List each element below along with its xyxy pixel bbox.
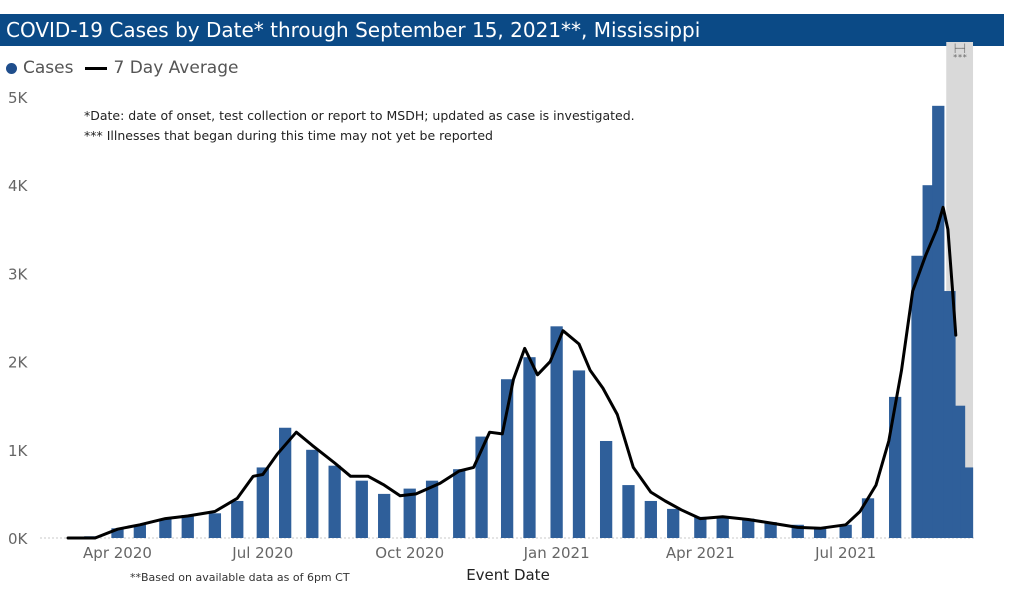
case-bar xyxy=(181,515,194,538)
average-legend-line-icon xyxy=(85,66,108,70)
data-footnote: **Based on available data as of 6pm CT xyxy=(130,571,350,584)
x-tick-label: Jan 2021 xyxy=(523,544,590,562)
x-tick-label: Jul 2021 xyxy=(814,544,876,562)
y-tick-label: 5K xyxy=(8,89,29,107)
case-bar xyxy=(378,493,391,538)
case-bar xyxy=(355,480,368,538)
case-bar xyxy=(960,467,974,538)
average-legend-label: 7 Day Average xyxy=(113,58,239,78)
case-bar xyxy=(599,440,613,538)
case-bar xyxy=(550,326,563,538)
seven-day-average-line xyxy=(66,205,958,540)
y-tick-label: 0K xyxy=(8,530,29,548)
case-bar xyxy=(764,522,777,538)
case-bar xyxy=(133,524,146,538)
case-bar xyxy=(861,498,875,538)
case-bar xyxy=(813,528,827,538)
case-bar xyxy=(622,485,635,538)
case-bar xyxy=(839,524,852,538)
case-bar xyxy=(475,436,488,538)
case-bar xyxy=(231,500,244,538)
y-tick-label: 2K xyxy=(8,354,29,372)
case-bar xyxy=(932,105,945,538)
cases-legend-label: Cases xyxy=(23,58,74,78)
x-tick-label: Jul 2020 xyxy=(231,544,293,562)
x-axis-title: Event Date xyxy=(466,566,550,584)
y-tick-label: 1K xyxy=(8,442,29,460)
case-bar xyxy=(889,396,902,538)
cases-legend-dot-icon xyxy=(6,62,17,74)
recent-period-marker: ├─┤ *** xyxy=(950,44,970,62)
y-tick-label: 3K xyxy=(8,265,29,283)
chart-title: COVID-19 Cases by Date* through Septembe… xyxy=(0,14,1004,46)
case-bar xyxy=(306,449,319,538)
case-bar xyxy=(453,469,466,538)
case-bar xyxy=(425,480,439,538)
y-tick-label: 4K xyxy=(8,177,29,195)
case-bar xyxy=(716,516,729,538)
case-bar xyxy=(742,518,755,538)
note-date-definition: *Date: date of onset, test collection or… xyxy=(84,108,635,123)
case-bar xyxy=(328,465,341,538)
case-bar xyxy=(208,513,222,538)
case-bar xyxy=(943,291,956,538)
x-tick-label: Apr 2020 xyxy=(83,544,152,562)
case-bar xyxy=(256,467,269,538)
case-bar xyxy=(911,255,924,538)
case-bar xyxy=(159,518,172,538)
case-bar xyxy=(523,357,536,538)
chart-legend[interactable]: Cases 7 Day Average xyxy=(6,56,238,80)
case-bar xyxy=(572,370,586,538)
chart-notes: *Date: date of onset, test collection or… xyxy=(84,106,635,146)
case-bar xyxy=(922,185,935,538)
recent-period-label: *** xyxy=(952,53,968,62)
span-bracket-icon: ├─┤ xyxy=(952,44,968,53)
case-bar xyxy=(694,516,707,538)
note-reporting-lag: *** Illnesses that began during this tim… xyxy=(84,128,493,143)
case-bar xyxy=(279,427,292,538)
case-bar xyxy=(644,500,657,538)
x-tick-label: Oct 2020 xyxy=(375,544,444,562)
case-bar xyxy=(667,508,680,538)
x-tick-label: Apr 2021 xyxy=(666,544,735,562)
case-bar xyxy=(111,528,124,538)
case-bar xyxy=(403,488,416,538)
